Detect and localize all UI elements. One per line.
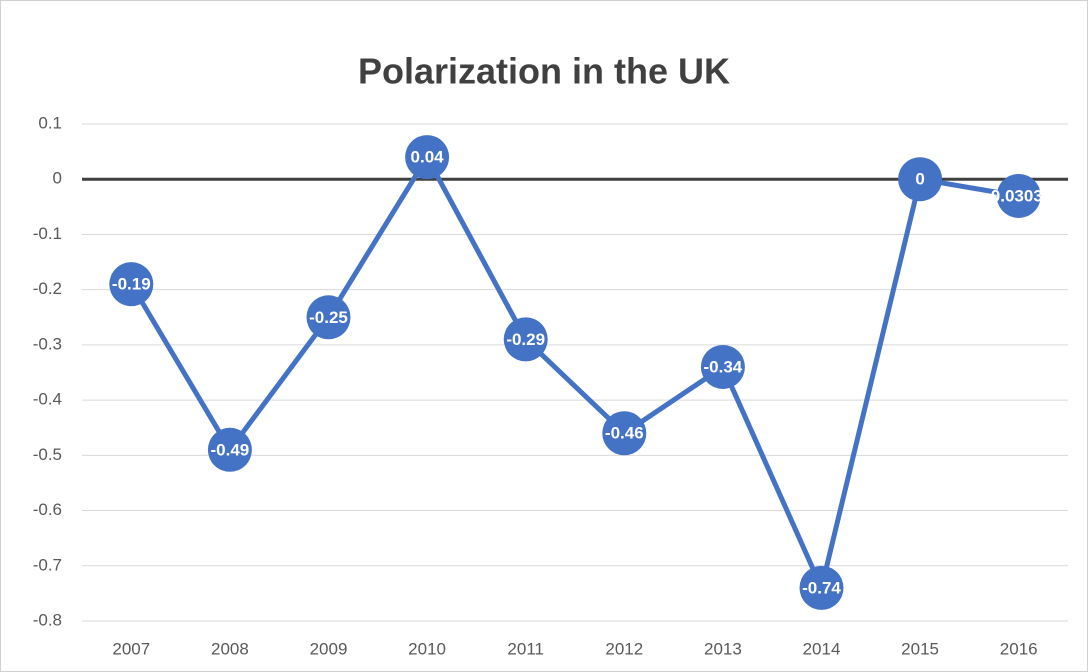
marker xyxy=(503,317,548,362)
data-label: -0.74 xyxy=(802,578,841,597)
marker xyxy=(700,344,745,389)
series-line xyxy=(129,154,1020,591)
y-tick-label: -0.6 xyxy=(33,500,62,519)
data-label: -0.46 xyxy=(605,424,644,443)
marker xyxy=(405,135,450,180)
x-tick-label: 2008 xyxy=(211,639,249,658)
chart-title: Polarization in the UK xyxy=(358,51,730,92)
x-tick-label: 2009 xyxy=(310,639,348,658)
y-tick-label: -0.8 xyxy=(33,610,62,629)
y-tick-label: -0.5 xyxy=(33,445,62,464)
y-tick-label: -0.1 xyxy=(33,224,62,243)
marker xyxy=(799,565,844,610)
x-tick-label: 2010 xyxy=(408,639,446,658)
marker xyxy=(996,173,1041,218)
marker xyxy=(109,262,154,307)
y-tick-label: -0.7 xyxy=(33,555,62,574)
y-tick-label: 0 xyxy=(53,169,62,188)
marker xyxy=(306,295,351,340)
y-tick-label: -0.2 xyxy=(33,279,62,298)
data-label: -0.29 xyxy=(506,330,545,349)
x-tick-label: 2016 xyxy=(1000,639,1038,658)
marker xyxy=(207,427,252,472)
data-label: 0 xyxy=(915,170,924,189)
y-tick-label: 0.1 xyxy=(38,113,62,132)
data-label: -0.25 xyxy=(309,308,348,327)
data-label: 0.04 xyxy=(411,148,445,167)
x-tick-label: 2012 xyxy=(605,639,643,658)
data-label: -0.03030 xyxy=(985,186,1052,205)
x-tick-label: 2014 xyxy=(803,639,841,658)
marker xyxy=(898,157,943,202)
x-tick-label: 2007 xyxy=(112,639,150,658)
x-tick-label: 2013 xyxy=(704,639,742,658)
y-tick-label: -0.3 xyxy=(33,334,62,353)
y-tick-label: -0.4 xyxy=(33,390,62,409)
data-label: -0.34 xyxy=(704,357,743,376)
data-label: -0.19 xyxy=(112,275,151,294)
data-label: -0.49 xyxy=(211,440,250,459)
marker xyxy=(602,411,647,456)
x-tick-label: 2015 xyxy=(901,639,939,658)
x-tick-label: 2011 xyxy=(507,639,544,658)
